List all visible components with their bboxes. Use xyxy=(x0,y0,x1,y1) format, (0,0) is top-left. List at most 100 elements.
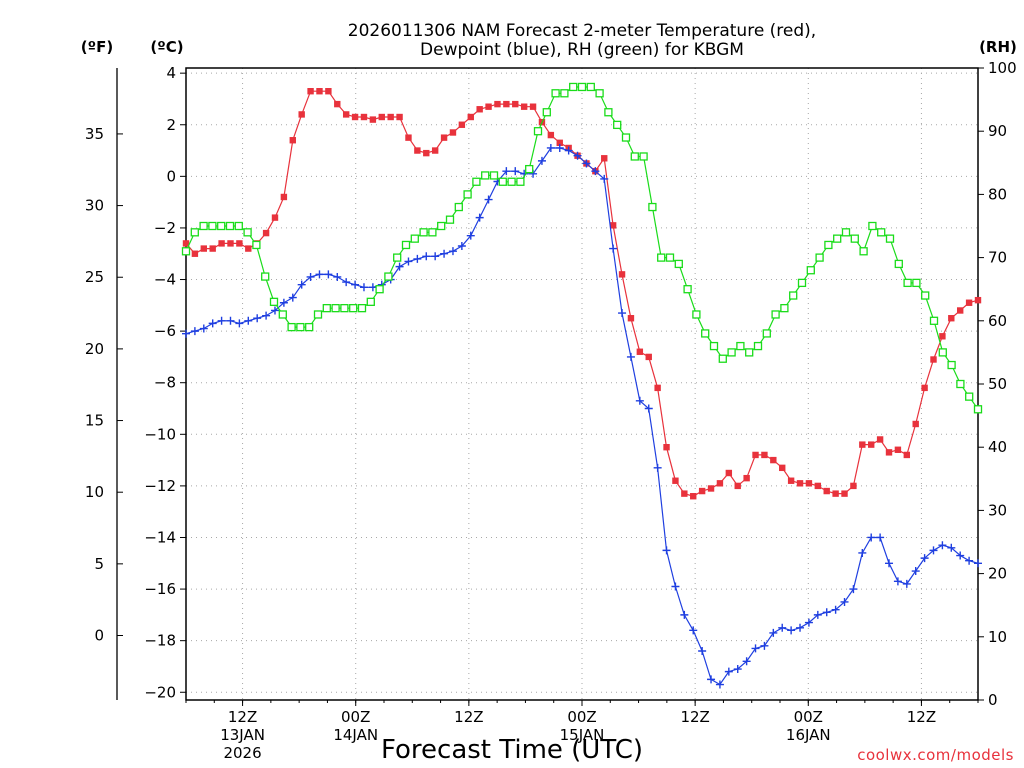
dewpoint-point xyxy=(262,311,271,320)
dewpoint-point xyxy=(288,293,297,302)
temperature-point xyxy=(752,451,759,459)
temperature-point xyxy=(618,271,626,278)
dewpoint-point xyxy=(885,559,894,568)
rh-point xyxy=(639,152,648,161)
rh-tick-label: 40 xyxy=(988,438,1007,456)
rh-point xyxy=(771,310,780,319)
rh-point xyxy=(885,234,895,243)
temperature-point xyxy=(885,449,893,456)
celsius-tick-label: −10 xyxy=(144,425,176,443)
rh-tick-label: 30 xyxy=(988,501,1007,519)
rh-point xyxy=(718,354,727,363)
dewpoint-point xyxy=(689,626,698,635)
temperature-point xyxy=(369,116,377,123)
temperature-point xyxy=(449,129,457,136)
dewpoint-point xyxy=(956,551,965,560)
rh-point xyxy=(225,221,235,231)
temperature-point xyxy=(271,214,279,221)
fahrenheit-tick-label: 35 xyxy=(85,125,104,143)
temperature-point xyxy=(262,229,270,237)
dewpoint-point xyxy=(876,533,885,542)
rh-point xyxy=(595,89,604,98)
temperature-point xyxy=(779,464,786,472)
temperature-point xyxy=(974,296,982,304)
rh-point xyxy=(868,221,877,231)
temperature-point xyxy=(316,88,323,95)
dewpoint-point xyxy=(306,272,315,281)
rh-point xyxy=(621,133,631,142)
temperature-point xyxy=(503,100,510,108)
celsius-tick-label: 4 xyxy=(166,64,176,82)
temperature-point xyxy=(209,245,216,252)
temperature-point xyxy=(245,245,252,252)
temperature-point xyxy=(930,356,937,363)
temperature-point xyxy=(351,113,359,121)
dewpoint-point xyxy=(680,610,689,619)
rh-point xyxy=(877,228,886,237)
dewpoint-point xyxy=(662,546,671,555)
dewpoint-point xyxy=(920,554,929,563)
dewpoint-point xyxy=(787,626,796,635)
rh-point xyxy=(199,221,208,231)
rh-point xyxy=(331,304,340,313)
dewpoint-point xyxy=(778,623,787,632)
dewpoint-point xyxy=(591,167,600,176)
temperature-point xyxy=(440,134,448,141)
temperature-point xyxy=(485,103,492,110)
temperature-point xyxy=(868,441,875,448)
temperature-point xyxy=(378,113,385,121)
dewpoint-point xyxy=(440,249,449,258)
time-tick-label: 12Z xyxy=(454,708,483,726)
dewpoint-point xyxy=(618,309,627,318)
dewpoint-point xyxy=(858,548,867,557)
rh-point xyxy=(445,215,455,224)
dewpoint-point xyxy=(190,327,199,336)
time-tick-label: 00Z xyxy=(567,708,596,726)
dewpoint-point xyxy=(671,582,680,591)
temperature-point xyxy=(912,420,919,428)
temperature-point xyxy=(796,480,804,487)
time-tick-label: 14JAN xyxy=(333,726,378,744)
celsius-tick-label: −6 xyxy=(154,322,176,340)
rh-point xyxy=(701,329,710,338)
rh-point xyxy=(454,202,463,212)
temperature-point xyxy=(823,487,830,495)
dewpoint-point xyxy=(217,316,226,325)
rh-point xyxy=(938,348,947,357)
rh-point xyxy=(780,304,789,313)
dewpoint-point xyxy=(395,262,404,271)
time-tick-label: 12Z xyxy=(228,708,257,726)
dewpoint-point xyxy=(359,283,368,292)
rh-point xyxy=(489,171,499,180)
rh-tick-label: 20 xyxy=(988,565,1007,583)
rh-point xyxy=(349,304,358,313)
rh-point xyxy=(243,228,252,237)
time-tick-label: 16JAN xyxy=(786,726,831,744)
rh-point xyxy=(269,297,279,306)
rh-point xyxy=(859,247,868,256)
temperature-point xyxy=(334,100,341,108)
rh-point xyxy=(753,341,763,351)
plot-frame xyxy=(185,67,979,701)
temperature-point xyxy=(182,240,190,247)
temperature-point xyxy=(743,474,750,482)
dewpoint-point xyxy=(342,278,351,287)
dewpoint-point xyxy=(582,159,591,168)
dewpoint-point xyxy=(351,280,360,289)
temperature-point xyxy=(850,482,857,490)
rh-point xyxy=(252,240,261,250)
dewpoint-point xyxy=(644,404,653,413)
dewpoint-point xyxy=(760,641,769,650)
rh-point xyxy=(305,322,314,332)
rh-point xyxy=(965,392,974,401)
rh-point xyxy=(181,247,191,256)
time-tick-label: 2026 xyxy=(223,744,261,762)
rh-point xyxy=(709,341,719,351)
celsius-tick-label: −2 xyxy=(154,219,176,237)
temperature-point xyxy=(787,477,795,484)
temperature-point xyxy=(654,384,661,392)
dewpoint-point xyxy=(199,324,208,333)
temperature-point xyxy=(200,245,207,252)
rh-point xyxy=(815,253,824,262)
temperature-point xyxy=(396,113,403,121)
